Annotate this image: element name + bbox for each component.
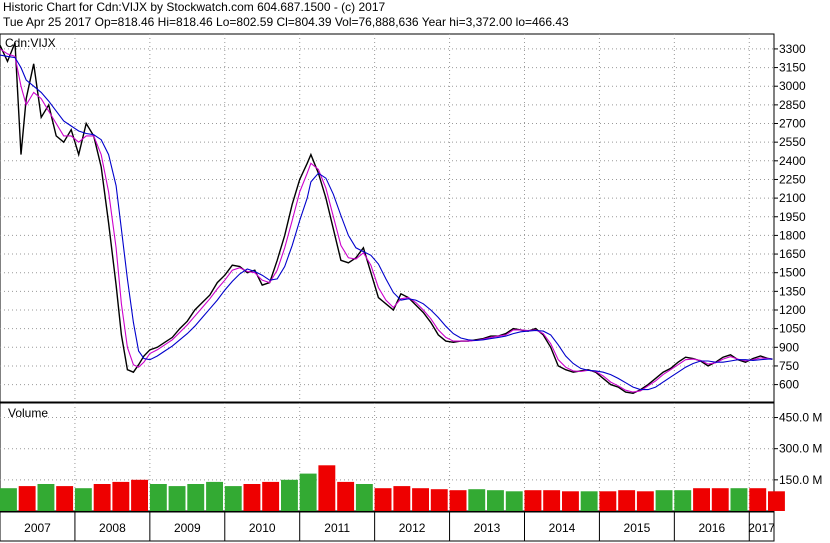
year-label: 2016 bbox=[698, 521, 725, 535]
volume-bar bbox=[206, 481, 223, 511]
price-tick-label: 750 bbox=[779, 359, 799, 373]
price-tick-label: 1350 bbox=[779, 284, 806, 298]
moving-average-slow-line bbox=[0, 54, 773, 391]
volume-tick-label: 450.0 M bbox=[779, 411, 822, 425]
header-quote: Tue Apr 25 2017 Op=818.46 Hi=818.46 Lo=8… bbox=[3, 15, 569, 29]
price-tick-label: 600 bbox=[779, 378, 799, 392]
volume-bar bbox=[168, 486, 186, 511]
price-tick-label: 2550 bbox=[779, 135, 806, 149]
price-tick-label: 3000 bbox=[779, 79, 806, 93]
year-label: 2013 bbox=[474, 521, 501, 535]
volume-bar bbox=[543, 490, 561, 511]
volume-bar bbox=[711, 488, 729, 511]
volume-bar bbox=[18, 486, 36, 511]
volume-bar bbox=[187, 484, 205, 511]
volume-bar bbox=[674, 490, 692, 511]
volume-label: Volume bbox=[8, 406, 48, 420]
volume-bar bbox=[412, 488, 429, 511]
price-tick-label: 900 bbox=[779, 340, 799, 354]
price-line bbox=[0, 42, 773, 395]
price-tick-label: 2400 bbox=[779, 154, 806, 168]
price-panel: 600 750 900 1050 1200 1350 1500 1650 1800 1950 210… bbox=[0, 33, 806, 403]
price-tick-label: 1200 bbox=[779, 303, 806, 317]
volume-bar bbox=[562, 491, 579, 511]
volume-bar bbox=[655, 490, 673, 511]
year-label: 2007 bbox=[24, 521, 51, 535]
volume-bar bbox=[768, 491, 785, 511]
volume-panel: 150.0 M 300.0 M 450.0 M Volume bbox=[0, 402, 822, 512]
volume-bar bbox=[0, 488, 17, 511]
year-axis: 2007 2008 2009 2010 2011 2012 2013 2014 2015 2016… bbox=[0, 511, 775, 542]
volume-bar bbox=[693, 488, 710, 511]
price-tick-label: 2100 bbox=[779, 191, 806, 205]
volume-bar bbox=[730, 488, 748, 511]
volume-bar bbox=[131, 479, 148, 511]
chart-header: Historic Chart for Cdn:VIJX by Stockwatc… bbox=[3, 0, 823, 30]
year-label: 2017 bbox=[748, 521, 775, 535]
year-label: 2014 bbox=[549, 521, 576, 535]
volume-bar bbox=[56, 486, 74, 511]
year-label: 2009 bbox=[174, 521, 201, 535]
price-tick-label: 1500 bbox=[779, 266, 806, 280]
volume-bar bbox=[468, 489, 486, 511]
price-tick-label: 3300 bbox=[779, 42, 806, 56]
symbol-label: Cdn:VIJX bbox=[5, 36, 56, 50]
volume-bar bbox=[449, 490, 467, 511]
volume-bar bbox=[580, 491, 598, 511]
volume-bar bbox=[505, 491, 523, 511]
volume-bar bbox=[37, 484, 55, 511]
volume-bar bbox=[224, 486, 242, 511]
volume-bar bbox=[374, 488, 392, 511]
price-tick-label: 2700 bbox=[779, 117, 806, 131]
volume-bar bbox=[355, 484, 373, 511]
volume-bar bbox=[112, 481, 130, 511]
volume-bar bbox=[749, 488, 767, 511]
year-label: 2008 bbox=[99, 521, 126, 535]
volume-bar bbox=[74, 488, 92, 511]
volume-bar bbox=[337, 481, 355, 511]
volume-bar bbox=[93, 484, 111, 511]
volume-bar bbox=[599, 491, 617, 511]
price-panel-frame bbox=[0, 33, 775, 403]
volume-bar bbox=[430, 489, 448, 511]
price-tick-label: 1650 bbox=[779, 247, 806, 261]
year-label: 2011 bbox=[324, 521, 350, 535]
price-tick-label: 1050 bbox=[779, 322, 806, 336]
volume-bar bbox=[393, 486, 411, 511]
volume-bar bbox=[149, 484, 167, 511]
price-tick-label: 2250 bbox=[779, 172, 806, 186]
price-tick-label: 1800 bbox=[779, 228, 806, 242]
year-label: 2012 bbox=[399, 521, 426, 535]
volume-bar bbox=[618, 490, 636, 511]
price-tick-label: 2850 bbox=[779, 98, 806, 112]
volume-tick-label: 150.0 M bbox=[779, 473, 822, 487]
volume-bar bbox=[243, 484, 261, 511]
volume-bar bbox=[262, 481, 280, 511]
volume-bar bbox=[636, 491, 654, 511]
volume-bar bbox=[524, 490, 542, 511]
volume-tick-label: 300.0 M bbox=[779, 442, 822, 456]
price-tick-label: 1950 bbox=[779, 210, 806, 224]
price-tick-label: 3150 bbox=[779, 61, 806, 75]
volume-bar bbox=[281, 479, 298, 511]
header-title: Historic Chart for Cdn:VIJX by Stockwatc… bbox=[3, 0, 386, 14]
volume-bar bbox=[318, 465, 336, 511]
year-label: 2015 bbox=[624, 521, 651, 535]
volume-bar bbox=[299, 473, 317, 511]
year-label: 2010 bbox=[249, 521, 276, 535]
volume-bar bbox=[487, 490, 504, 511]
